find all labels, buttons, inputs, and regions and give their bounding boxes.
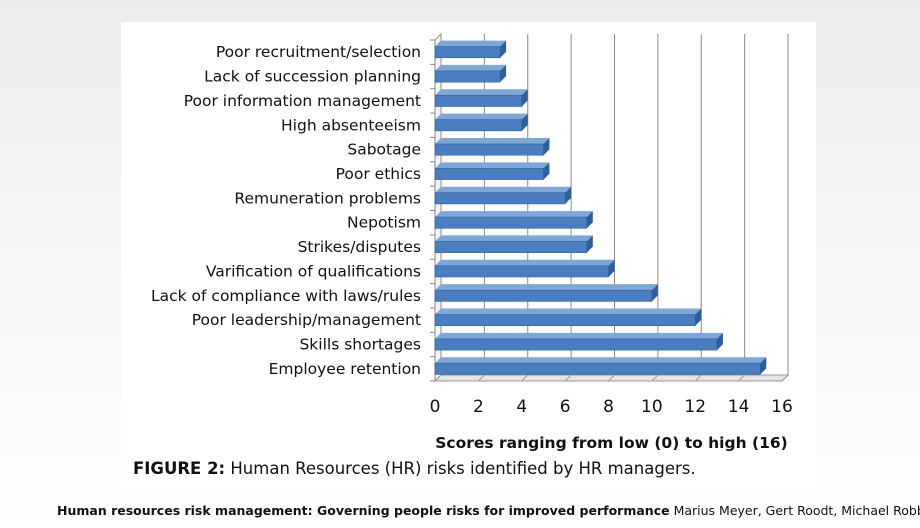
category-label: Strikes/disputes bbox=[298, 238, 421, 256]
citation-title: Human resources risk management: Governi… bbox=[57, 503, 670, 518]
category-label: Remuneration problems bbox=[234, 189, 421, 207]
figure-caption-prefix: FIGURE 2: bbox=[133, 459, 226, 478]
x-tick-label-12: 12 bbox=[684, 397, 706, 417]
bar-end-face bbox=[716, 332, 723, 351]
category-label: Poor recruitment/selection bbox=[216, 43, 421, 61]
floor-tick-10 bbox=[651, 374, 659, 382]
bar-top-face bbox=[435, 284, 658, 291]
floor-tick-4 bbox=[521, 374, 529, 382]
floor-tick-6 bbox=[564, 374, 572, 382]
x-tick-label-0: 0 bbox=[430, 397, 441, 417]
bar bbox=[434, 216, 588, 229]
category-label: Poor ethics bbox=[336, 165, 421, 183]
bar-end-face bbox=[565, 186, 572, 204]
bar bbox=[434, 314, 696, 327]
bar-top-face bbox=[435, 357, 767, 364]
bar-end-face bbox=[586, 235, 593, 253]
category-label: Skills shortages bbox=[299, 335, 421, 353]
bar-top-face bbox=[435, 186, 572, 193]
bar-end-face bbox=[760, 357, 767, 375]
bar-top-face bbox=[435, 162, 550, 169]
floor-tick-2 bbox=[478, 374, 485, 382]
bar bbox=[434, 289, 653, 302]
bar-top-face bbox=[435, 308, 702, 315]
x-axis-title: Scores ranging from low (0) to high (16) bbox=[435, 434, 788, 452]
bar-top-face bbox=[435, 259, 615, 266]
category-label: Sabotage bbox=[347, 141, 421, 159]
floor-tick-14 bbox=[738, 374, 745, 382]
category-label: Poor information management bbox=[184, 92, 421, 110]
x-tick-label-6: 6 bbox=[560, 397, 571, 417]
bar-end-face bbox=[521, 113, 528, 131]
figure-caption-text: Human Resources (HR) risks identified by… bbox=[225, 459, 696, 478]
bar bbox=[434, 46, 501, 59]
bar-end-face bbox=[695, 308, 702, 326]
category-label: High absenteeism bbox=[281, 116, 421, 134]
bar-top-face bbox=[435, 40, 507, 47]
floor-tick-12 bbox=[694, 374, 702, 382]
bar bbox=[434, 94, 523, 107]
bar bbox=[434, 362, 761, 375]
bar-top-face bbox=[435, 113, 528, 120]
x-tick-label-10: 10 bbox=[641, 397, 663, 417]
bar-top-face bbox=[435, 235, 593, 242]
bar-end-face bbox=[651, 284, 658, 302]
category-label: Nepotism bbox=[347, 214, 421, 232]
figure-card: 0 2 4 6 8 10 12 14 16 Poor recruitment/selection L… bbox=[121, 22, 816, 490]
bar-end-face bbox=[500, 40, 507, 58]
floor-tick-16 bbox=[781, 374, 789, 382]
citation-authors: Marius Meyer, Gert Roodt, Michael Robbin… bbox=[669, 503, 920, 518]
x-tick-label-2: 2 bbox=[473, 397, 484, 417]
bar bbox=[434, 119, 523, 132]
floor-tick-8 bbox=[608, 374, 615, 382]
bar-end-face bbox=[543, 162, 550, 180]
bar-end-face bbox=[608, 259, 615, 277]
bar bbox=[434, 168, 544, 180]
category-label: Poor leadership/management bbox=[192, 311, 421, 329]
x-tick-label-16: 16 bbox=[771, 397, 793, 417]
bar bbox=[434, 192, 566, 205]
bar-end-face bbox=[500, 64, 507, 83]
category-label: Employee retention bbox=[269, 360, 421, 378]
bar-top-face bbox=[435, 211, 593, 218]
floor-tick-0 bbox=[434, 374, 442, 382]
side-wall bbox=[434, 32, 442, 383]
bar-top-face bbox=[435, 64, 507, 71]
bar bbox=[434, 70, 501, 83]
bar bbox=[434, 338, 718, 351]
bar bbox=[434, 265, 609, 278]
bar-chart: 0 2 4 6 8 10 12 14 16 Poor recruitment/selection L… bbox=[151, 32, 793, 452]
x-tick-label-8: 8 bbox=[603, 397, 614, 417]
bar-top-face bbox=[435, 332, 723, 339]
bar bbox=[434, 143, 544, 156]
bar-end-face bbox=[586, 211, 593, 229]
citation: Human resources risk management: Governi… bbox=[57, 503, 920, 518]
category-label: Lack of succession planning bbox=[204, 68, 421, 86]
bar-end-face bbox=[543, 138, 550, 156]
x-tick-label-14: 14 bbox=[728, 397, 750, 417]
bar-top-face bbox=[435, 89, 528, 96]
bar-top-face bbox=[435, 138, 550, 145]
x-tick-label-4: 4 bbox=[516, 397, 527, 417]
category-label: Varification of qualifications bbox=[206, 262, 421, 280]
bar-end-face bbox=[521, 89, 528, 107]
figure-caption: FIGURE 2: Human Resources (HR) risks ide… bbox=[133, 459, 696, 478]
bar bbox=[434, 241, 588, 253]
category-label: Lack of compliance with laws/rules bbox=[151, 287, 421, 305]
